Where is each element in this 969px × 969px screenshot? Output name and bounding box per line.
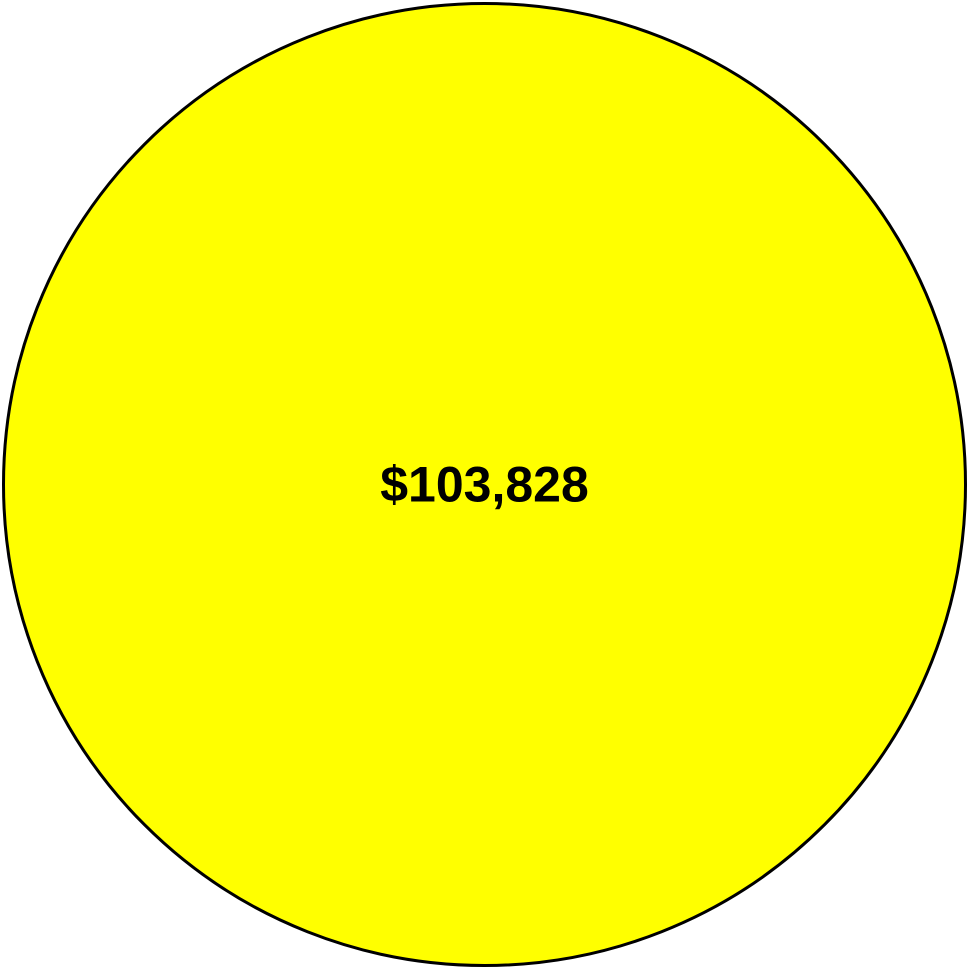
amount-label: $103,828 <box>380 457 589 513</box>
